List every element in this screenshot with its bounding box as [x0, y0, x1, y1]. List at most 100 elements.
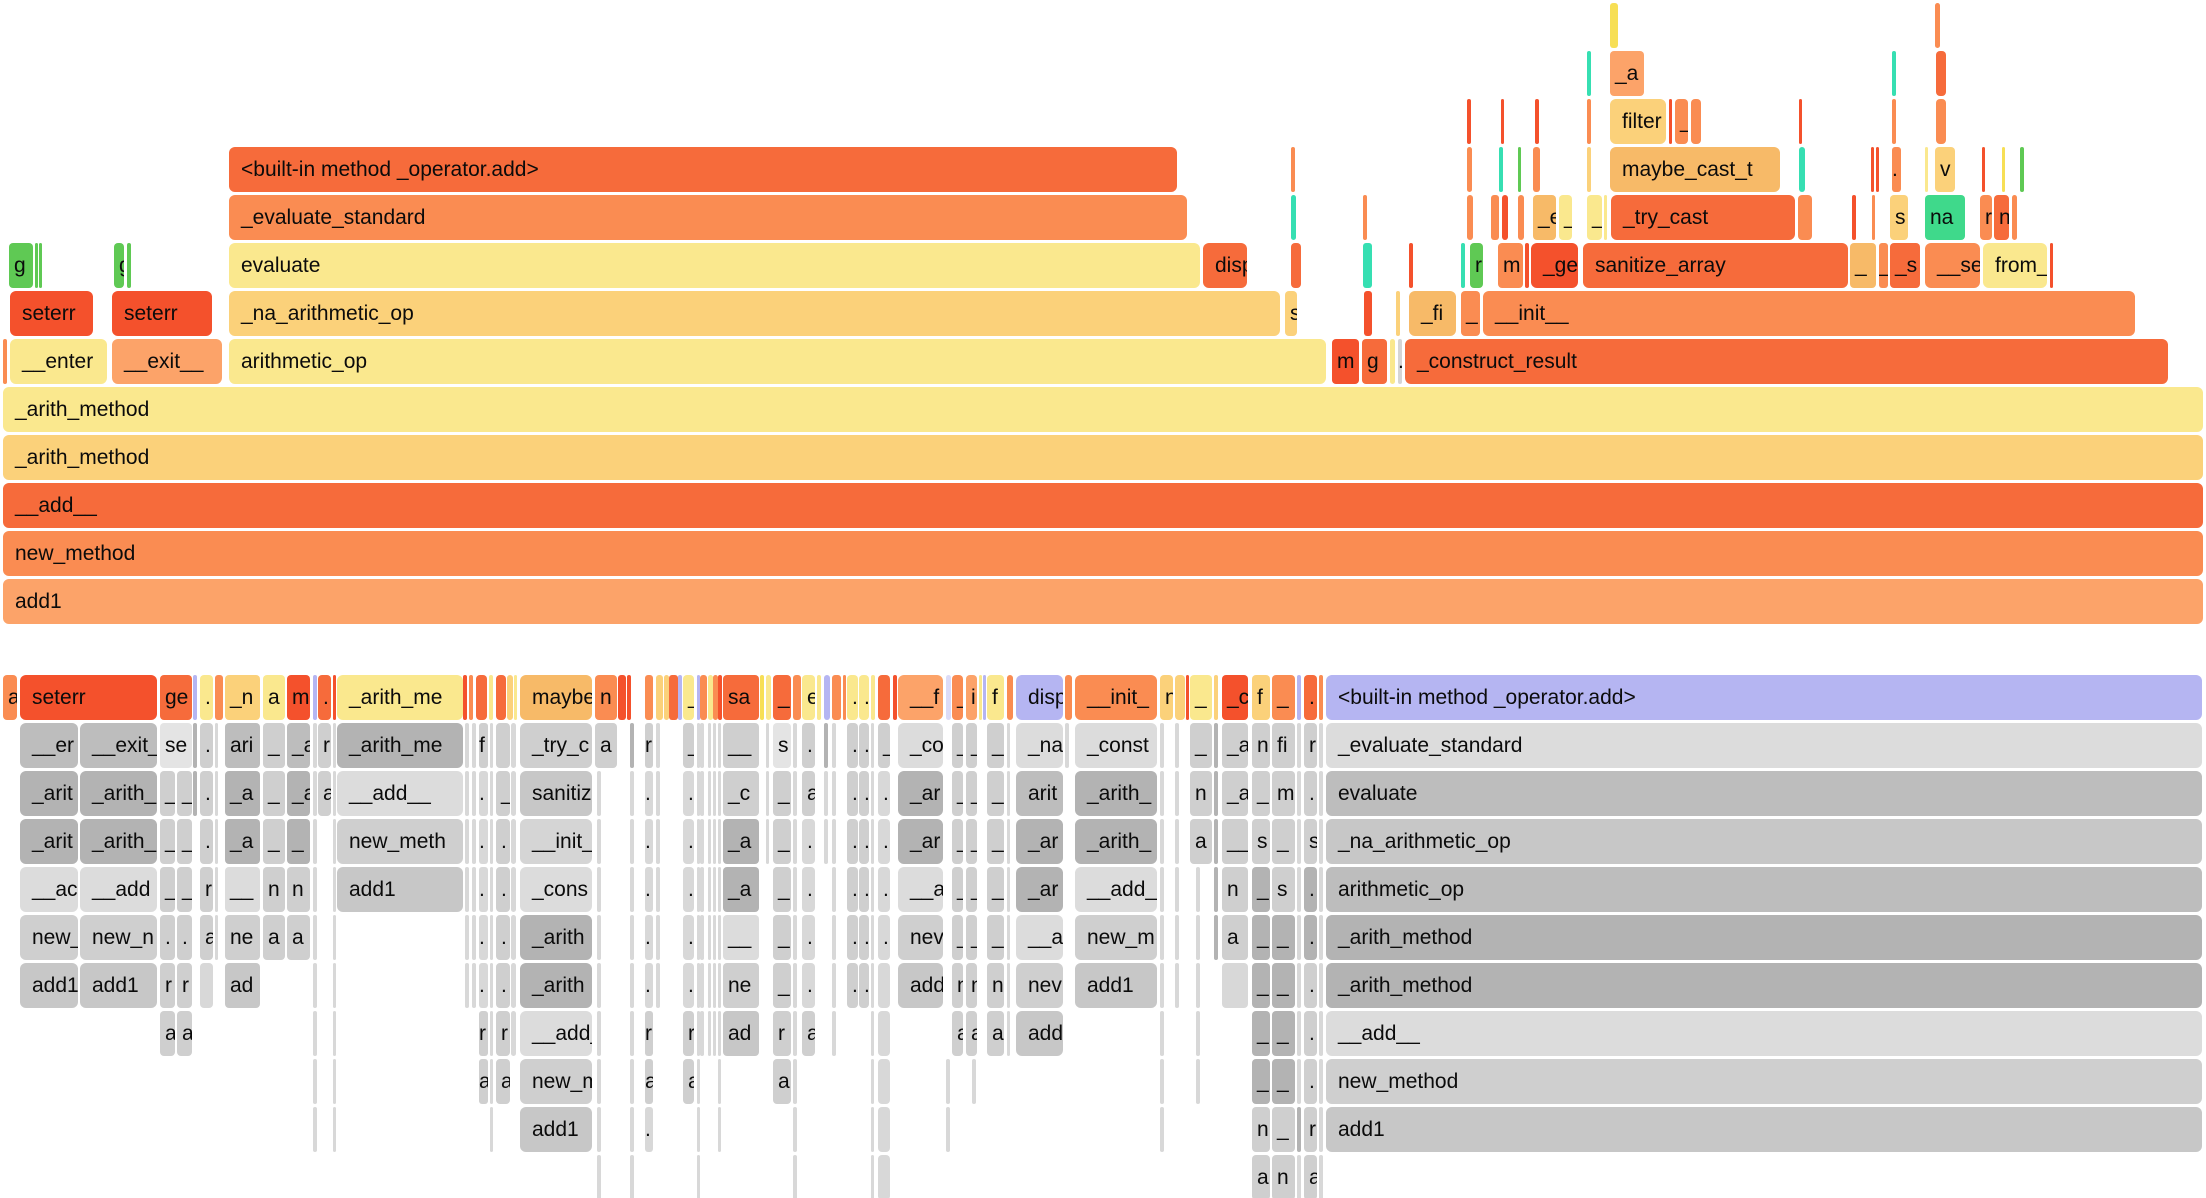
frame-bar[interactable]: __f	[898, 675, 943, 720]
frame-bar[interactable]: .	[479, 867, 488, 912]
frame-bar[interactable]: add1	[20, 963, 78, 1008]
frame-bar[interactable]: .	[859, 867, 869, 912]
frame-bar[interactable]: .	[200, 723, 213, 768]
frame-bar[interactable]: ad	[723, 1011, 759, 1056]
frame-sliver[interactable]	[1196, 1059, 1200, 1104]
frame-bar[interactable]: s	[1252, 819, 1270, 864]
frame-bar[interactable]: _	[1879, 243, 1888, 288]
frame-bar[interactable]: n	[1252, 1107, 1270, 1152]
frame-sliver[interactable]	[630, 1011, 634, 1056]
frame-bar[interactable]: .	[878, 771, 890, 816]
frame-sliver[interactable]	[465, 915, 469, 960]
frame-bar[interactable]: .	[859, 771, 869, 816]
frame-sliver[interactable]	[597, 915, 601, 960]
frame-bar[interactable]: fi	[1272, 723, 1295, 768]
frame-bar[interactable]: .	[645, 771, 653, 816]
frame-sliver[interactable]	[1518, 147, 1521, 192]
frame-sliver[interactable]	[708, 771, 711, 816]
frame-sliver[interactable]	[1936, 99, 1946, 144]
frame-sliver[interactable]	[313, 1107, 317, 1152]
frame-sliver[interactable]	[193, 723, 197, 768]
frame-sliver[interactable]	[1876, 147, 1879, 192]
frame-sliver[interactable]	[490, 867, 493, 912]
frame-sliver[interactable]	[700, 963, 704, 1008]
frame-bar[interactable]: .	[479, 963, 488, 1008]
frame-bar[interactable]: m	[1498, 243, 1523, 288]
frame-bar[interactable]: .	[645, 963, 653, 1008]
frame-bar[interactable]: _arith	[520, 963, 592, 1008]
frame-bar[interactable]: _arith_	[1075, 771, 1157, 816]
frame-bar[interactable]: _a	[723, 867, 759, 912]
frame-bar[interactable]: _ar	[1016, 819, 1063, 864]
frame-sliver[interactable]	[597, 867, 601, 912]
frame-bar[interactable]: e	[802, 675, 815, 720]
frame-sliver[interactable]	[1160, 1011, 1164, 1056]
frame-bar[interactable]: .	[200, 675, 213, 720]
frame-bar[interactable]: _const	[1075, 723, 1157, 768]
frame-bar[interactable]: .	[1892, 147, 1901, 192]
frame-bar[interactable]: _n	[225, 675, 260, 720]
frame-sliver[interactable]	[946, 675, 951, 720]
frame-sliver[interactable]	[1892, 99, 1896, 144]
frame-bar[interactable]: .	[859, 819, 869, 864]
frame-sliver[interactable]	[597, 1107, 601, 1152]
frame-sliver[interactable]	[697, 675, 700, 720]
frame-sliver[interactable]	[333, 915, 336, 960]
frame-bar[interactable]: ad	[225, 963, 260, 1008]
frame-bar[interactable]: _arith_method	[1326, 963, 2202, 1008]
frame-bar[interactable]: _na	[1016, 723, 1063, 768]
frame-bar[interactable]: _arith_	[1075, 819, 1157, 864]
frame-bar[interactable]: .	[479, 915, 488, 960]
frame-sliver[interactable]	[878, 1059, 890, 1104]
frame-bar[interactable]: a	[802, 771, 815, 816]
frame-sliver[interactable]	[472, 819, 476, 864]
frame-bar[interactable]: _a	[1222, 723, 1248, 768]
frame-sliver[interactable]	[630, 1155, 634, 1198]
frame-bar[interactable]: g	[9, 243, 33, 288]
frame-bar[interactable]: _	[987, 867, 1004, 912]
frame-bar[interactable]: .	[496, 867, 510, 912]
frame-sliver[interactable]	[1297, 1059, 1301, 1104]
frame-bar[interactable]: .	[847, 867, 858, 912]
frame-bar[interactable]: .	[496, 915, 510, 960]
frame-sliver[interactable]	[1065, 723, 1069, 768]
frame-bar[interactable]: __exit_	[80, 723, 157, 768]
frame-bar[interactable]: _	[683, 723, 694, 768]
frame-sliver[interactable]	[713, 771, 716, 816]
frame-sliver[interactable]	[1214, 867, 1218, 912]
frame-sliver[interactable]	[893, 675, 897, 720]
frame-sliver[interactable]	[1160, 1059, 1164, 1104]
frame-bar[interactable]: r	[645, 1011, 653, 1056]
frame-bar[interactable]: _	[1587, 195, 1602, 240]
frame-sliver[interactable]	[193, 771, 197, 816]
frame-bar[interactable]: _c	[723, 771, 759, 816]
frame-sliver[interactable]	[1160, 819, 1164, 864]
frame-sliver[interactable]	[700, 1011, 704, 1056]
frame-sliver[interactable]	[1007, 723, 1010, 768]
frame-bar[interactable]: a	[987, 1011, 1004, 1056]
frame-sliver[interactable]	[793, 1155, 797, 1198]
frame-sliver[interactable]	[697, 1107, 700, 1152]
frame-sliver[interactable]	[1175, 771, 1179, 816]
frame-sliver[interactable]	[1467, 147, 1472, 192]
frame-bar[interactable]: _	[1461, 291, 1480, 336]
frame-sliver[interactable]	[511, 915, 516, 960]
frame-bar[interactable]: .	[802, 867, 815, 912]
frame-bar[interactable]: n	[1190, 771, 1212, 816]
frame-sliver[interactable]	[511, 867, 516, 912]
frame-bar[interactable]: _a	[1222, 771, 1248, 816]
frame-sliver[interactable]	[1525, 243, 1529, 288]
frame-sliver[interactable]	[1363, 195, 1367, 240]
frame-bar[interactable]: s	[1285, 291, 1297, 336]
frame-bar[interactable]: s	[773, 723, 791, 768]
frame-bar[interactable]: _	[1272, 1011, 1295, 1056]
frame-sliver[interactable]	[630, 723, 634, 768]
frame-sliver[interactable]	[1409, 243, 1413, 288]
frame-bar[interactable]: sanitize_array	[1583, 243, 1848, 288]
frame-sliver[interactable]	[511, 963, 516, 1008]
frame-sliver[interactable]	[630, 1059, 634, 1104]
frame-bar[interactable]: __init_	[1075, 675, 1157, 720]
frame-sliver[interactable]	[697, 723, 700, 768]
frame-bar[interactable]: _	[1272, 915, 1295, 960]
frame-bar[interactable]: _a	[1610, 51, 1644, 96]
